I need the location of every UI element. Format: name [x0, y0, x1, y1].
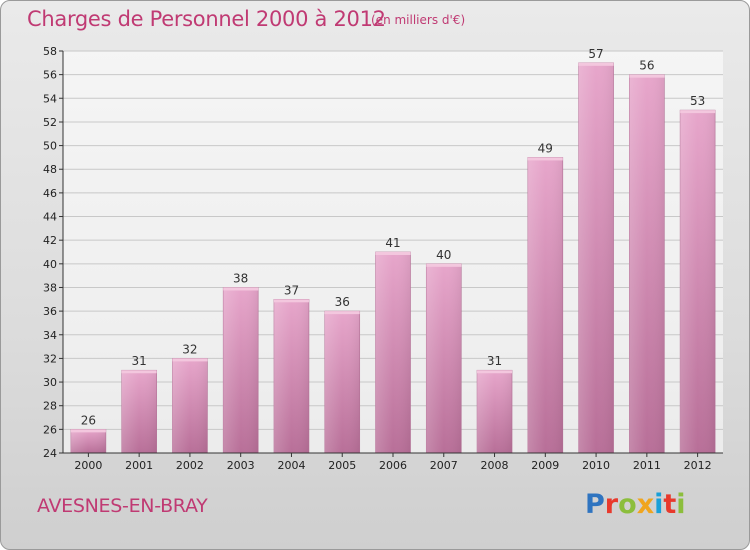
data-label: 37 — [284, 283, 299, 297]
y-tick-label: 34 — [43, 329, 57, 342]
data-label: 56 — [639, 59, 654, 73]
x-tick-label: 2012 — [684, 459, 712, 472]
bar-top — [629, 74, 665, 78]
bar-top — [70, 429, 106, 433]
x-tick-label: 2001 — [125, 459, 153, 472]
y-tick-label: 40 — [43, 258, 57, 271]
x-tick-label: 2003 — [227, 459, 255, 472]
data-label: 38 — [233, 271, 248, 285]
y-tick-label: 42 — [43, 234, 57, 247]
x-tick-label: 2007 — [430, 459, 458, 472]
brand-letter: P — [585, 489, 605, 520]
bar-shade — [121, 370, 157, 453]
proxiti-logo[interactable]: Proxiti — [585, 489, 686, 520]
bar-shade — [477, 370, 513, 453]
bar-shade — [578, 62, 614, 454]
y-tick-label: 38 — [43, 281, 57, 294]
y-tick-label: 44 — [43, 211, 57, 224]
data-label: 31 — [132, 354, 147, 368]
brand-letter: i — [676, 489, 686, 520]
brand-letter: r — [604, 489, 619, 520]
x-tick-label: 2000 — [74, 459, 102, 472]
y-tick-label: 48 — [43, 163, 57, 176]
bar-top — [477, 370, 513, 374]
bar-top — [121, 370, 157, 374]
bar-top — [578, 62, 614, 66]
x-tick-label: 2011 — [633, 459, 661, 472]
bar-shade — [70, 429, 106, 453]
bar-shade — [680, 110, 716, 453]
bar-top — [375, 252, 411, 255]
y-tick-label: 36 — [43, 305, 57, 318]
chart-subtitle: (en milliers d'€) — [371, 13, 466, 27]
bar-shade — [273, 299, 309, 453]
data-label: 40 — [436, 248, 451, 262]
y-tick-label: 32 — [43, 352, 57, 365]
x-tick-label: 2009 — [531, 459, 559, 472]
bar-shade — [223, 287, 259, 453]
y-tick-label: 54 — [43, 92, 57, 105]
city-name: AVESNES-EN-BRAY — [37, 495, 208, 517]
data-label: 49 — [538, 141, 553, 155]
data-label: 31 — [487, 354, 502, 368]
y-tick-label: 26 — [43, 423, 57, 436]
bar-shade — [324, 311, 360, 453]
brand-letter: t — [663, 489, 677, 520]
data-label: 26 — [81, 413, 96, 427]
y-tick-label: 46 — [43, 187, 57, 200]
bar-top — [223, 287, 259, 291]
chart-title: Charges de Personnel 2000 à 2012 — [27, 7, 386, 31]
bar-shade — [527, 157, 563, 454]
data-label: 32 — [182, 342, 197, 356]
data-label: 36 — [335, 295, 350, 309]
bars-group: 26 31 32 38 37 36 41 40 31 49 57 56 53 — [70, 47, 716, 454]
bar-shade — [426, 263, 462, 453]
y-tick-label: 24 — [43, 447, 57, 460]
brand-letter: i — [654, 489, 664, 520]
bar-shade — [172, 358, 208, 453]
y-tick-label: 58 — [43, 45, 57, 58]
x-tick-label: 2006 — [379, 459, 407, 472]
bar-shade — [629, 74, 665, 453]
y-tick-label: 28 — [43, 400, 57, 413]
y-tick-label: 56 — [43, 69, 57, 82]
bar-shade — [375, 252, 411, 453]
x-tick-label: 2005 — [328, 459, 356, 472]
bar-top — [680, 110, 716, 114]
y-tick-label: 30 — [43, 376, 57, 389]
x-tick-label: 2010 — [582, 459, 610, 472]
data-label: 53 — [690, 94, 705, 108]
bar-top — [324, 311, 360, 315]
data-label: 41 — [385, 236, 400, 250]
bar-top — [273, 299, 309, 303]
y-tick-label: 50 — [43, 140, 57, 153]
data-label: 57 — [588, 47, 603, 61]
bar-top — [172, 358, 208, 362]
bar-top — [426, 263, 462, 267]
x-tick-label: 2004 — [277, 459, 305, 472]
x-tick-label: 2008 — [481, 459, 509, 472]
bar-top — [527, 157, 563, 161]
brand-letter: o — [618, 489, 637, 520]
axes: 24 26 28 30 32 34 36 38 40 42 44 46 48 50 52 54 56 58 2000… — [43, 45, 723, 472]
x-tick-label: 2002 — [176, 459, 204, 472]
y-tick-label: 52 — [43, 116, 57, 129]
brand-letter: x — [636, 489, 655, 520]
